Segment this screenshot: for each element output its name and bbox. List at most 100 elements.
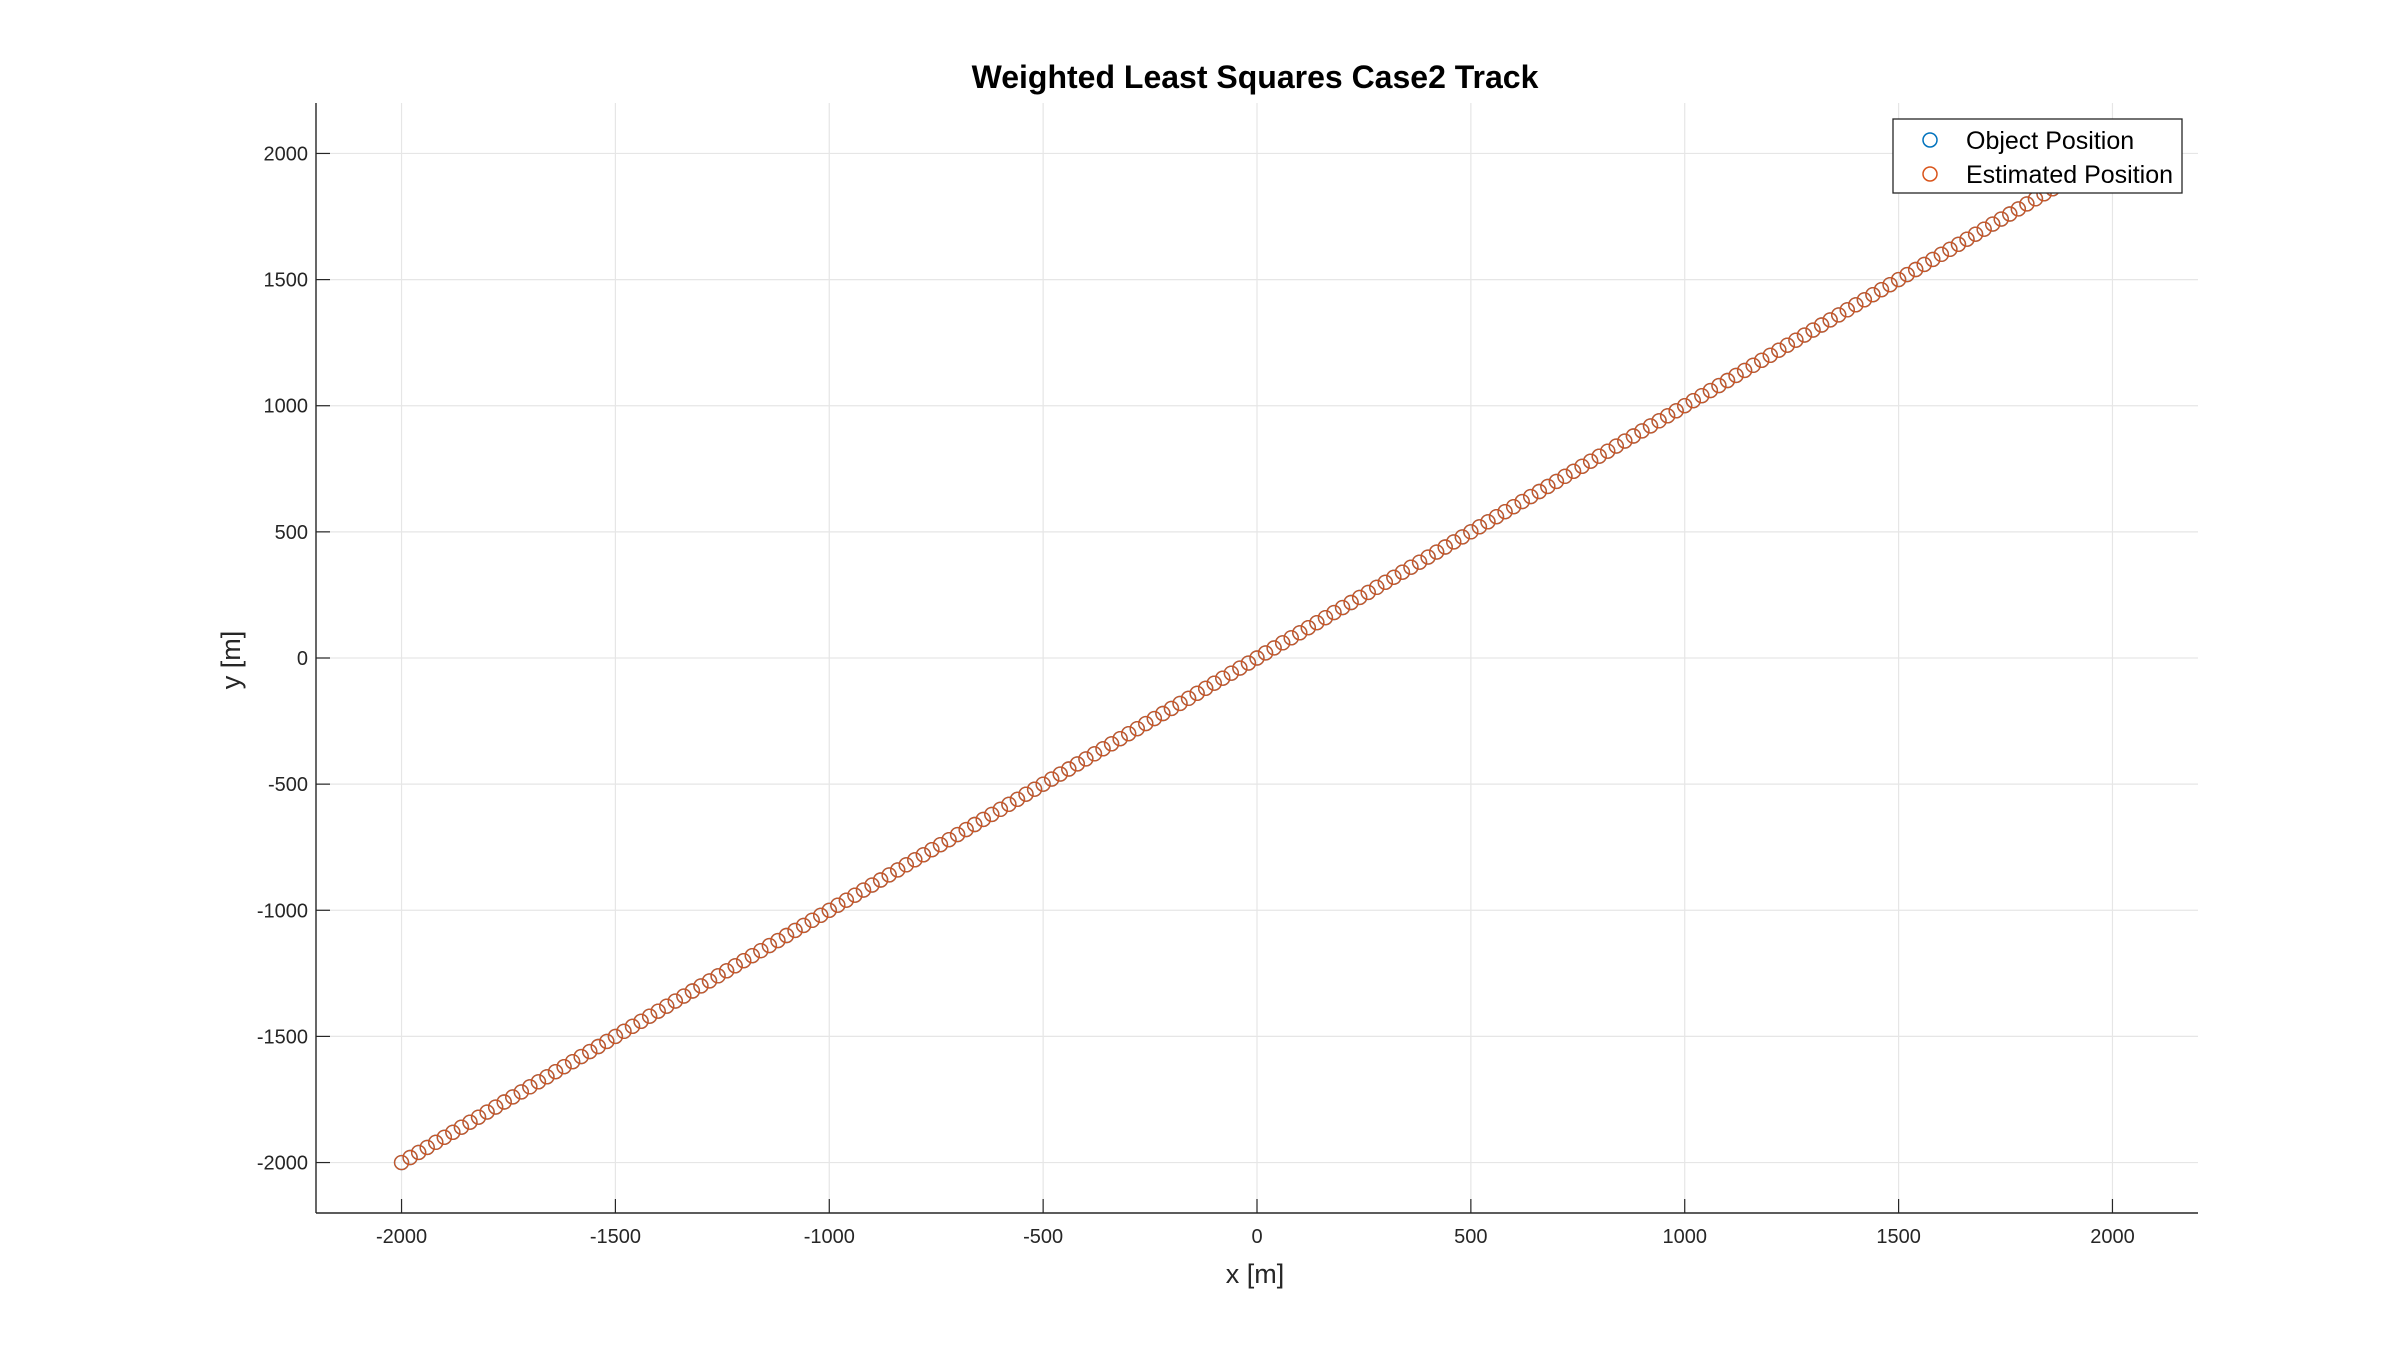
- estimated-position-point-126: [1471, 519, 1488, 535]
- estimated-position-point-6: [445, 1124, 461, 1140]
- estimated-position-point-45: [778, 927, 795, 944]
- estimated-position-point-166: [1813, 317, 1830, 333]
- estimated-position-point-148: [1659, 408, 1676, 424]
- estimated-position-point-116: [1386, 569, 1402, 585]
- estimated-position-point-130: [1505, 498, 1522, 515]
- estimated-position-point-8: [462, 1114, 478, 1130]
- estimated-position-point-60: [907, 852, 923, 868]
- estimated-position-point-50: [821, 902, 837, 918]
- estimated-position-point-185: [1976, 221, 1992, 237]
- estimated-position-point-73: [1018, 786, 1034, 802]
- estimated-position-point-1: [402, 1149, 418, 1166]
- estimated-position-point-133: [1531, 483, 1548, 500]
- estimated-position-point-122: [1437, 539, 1453, 555]
- estimated-position-point-100: [1249, 650, 1265, 666]
- estimated-position-point-174: [1882, 276, 1898, 293]
- estimated-position-point-104: [1283, 630, 1299, 646]
- estimated-position-point-160: [1762, 347, 1778, 363]
- estimated-position-point-177: [1907, 261, 1924, 278]
- estimated-position-point-146: [1642, 418, 1659, 434]
- estimated-position-point-66: [958, 821, 974, 838]
- y-tick-label-2: -1000: [257, 900, 308, 922]
- estimated-position-point-83: [1103, 736, 1120, 752]
- estimated-position-point-128: [1488, 509, 1505, 525]
- estimated-position-point-71: [1001, 796, 1017, 813]
- estimated-position-point-186: [1984, 216, 2001, 232]
- estimated-position-point-25: [607, 1028, 624, 1045]
- estimated-position-point-169: [1839, 302, 1855, 318]
- estimated-position-point-141: [1600, 443, 1616, 459]
- estimated-position-point-13: [505, 1089, 521, 1105]
- estimated-position-point-92: [1180, 690, 1197, 707]
- estimated-position-point-144: [1625, 428, 1642, 444]
- estimated-position-point-158: [1745, 357, 1761, 374]
- estimated-position-point-56: [872, 872, 889, 888]
- y-tick-label-6: 1000: [264, 396, 309, 418]
- estimated-position-point-34: [684, 983, 701, 999]
- estimated-position-point-155: [1719, 372, 1736, 389]
- estimated-position-point-51: [830, 897, 846, 913]
- x-tick-label-8: 2000: [2090, 1226, 2135, 1248]
- x-tick-label-0: -2000: [376, 1226, 427, 1248]
- axes: [315, 103, 2198, 1214]
- legend-marker-estimated-position: [1922, 166, 1938, 182]
- plot-area: [393, 145, 2121, 1171]
- estimated-position-point-179: [1925, 251, 1941, 268]
- estimated-position-point-22: [582, 1043, 598, 1060]
- estimated-position-point-43: [761, 937, 778, 954]
- estimated-position-point-163: [1788, 332, 1804, 348]
- chart-title: Weighted Least Squares Case2 Track: [972, 59, 1539, 95]
- estimated-position-point-39: [727, 958, 743, 974]
- estimated-position-point-139: [1582, 453, 1599, 469]
- estimated-position-point-42: [753, 942, 769, 959]
- estimated-position-point-85: [1120, 725, 1137, 742]
- y-tick-label-0: -2000: [257, 1153, 308, 1175]
- estimated-position-point-47: [795, 917, 812, 934]
- estimated-position-point-62: [924, 842, 940, 858]
- estimated-position-point-81: [1086, 746, 1103, 762]
- estimated-position-point-33: [676, 988, 692, 1004]
- estimated-position-point-2: [410, 1144, 427, 1161]
- estimated-position-point-79: [1069, 756, 1086, 772]
- estimated-position-point-75: [1035, 776, 1051, 792]
- estimated-position-point-135: [1548, 473, 1565, 490]
- estimated-position-point-183: [1959, 231, 1975, 247]
- estimated-position-point-188: [2002, 206, 2018, 222]
- estimated-position-point-173: [1873, 281, 1890, 298]
- x-tick-label-7: 1500: [1876, 1226, 1921, 1248]
- estimated-position-point-74: [1026, 781, 1043, 797]
- x-tick-label-4: 0: [1251, 1226, 1262, 1248]
- estimated-position-point-151: [1685, 392, 1701, 409]
- legend-label-estimated-position: Estimated Position: [1966, 161, 2173, 189]
- estimated-position-point-120: [1420, 549, 1436, 565]
- estimated-position-point-19: [556, 1058, 572, 1075]
- estimated-position-point-14: [513, 1084, 530, 1100]
- estimated-position-point-115: [1377, 574, 1394, 591]
- estimated-position-point-30: [650, 1003, 666, 1019]
- estimated-position-point-182: [1950, 236, 1967, 252]
- estimated-position-point-69: [984, 806, 1000, 823]
- estimated-position-point-76: [1043, 771, 1060, 787]
- estimated-position-point-175: [1890, 271, 1907, 288]
- x-tick-label-1: -1500: [590, 1226, 641, 1248]
- estimated-position-point-168: [1831, 307, 1847, 323]
- estimated-position-point-101: [1257, 645, 1274, 661]
- y-axis-label: y [m]: [216, 631, 246, 690]
- estimated-position-point-161: [1771, 342, 1787, 358]
- y-tick-label-5: 500: [275, 522, 308, 544]
- estimated-position-point-162: [1779, 337, 1796, 353]
- legend-marker-object-position: [1922, 132, 1938, 148]
- estimated-position-point-119: [1411, 554, 1428, 570]
- estimated-position-point-58: [890, 862, 906, 878]
- estimated-position-point-28: [633, 1013, 649, 1029]
- estimated-position-point-98: [1232, 660, 1248, 676]
- estimated-position-point-170: [1848, 297, 1864, 313]
- estimated-position-point-0: [393, 1154, 410, 1171]
- estimated-position-point-89: [1155, 705, 1171, 722]
- estimated-position-point-136: [1557, 468, 1573, 485]
- estimated-position-point-86: [1129, 720, 1145, 737]
- estimated-position-point-153: [1702, 382, 1719, 399]
- x-tick-label-2: -1000: [804, 1226, 855, 1248]
